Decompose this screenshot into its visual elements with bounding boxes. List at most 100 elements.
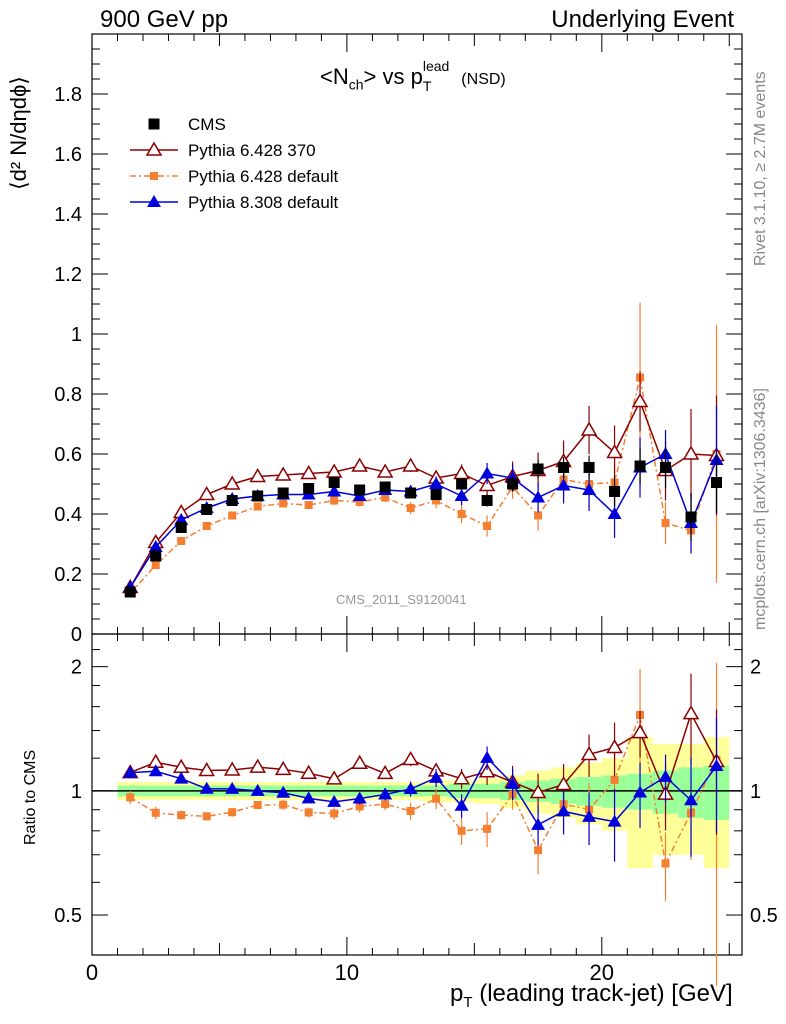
data-point <box>249 468 266 483</box>
legend-label: Pythia 8.308 default <box>188 193 339 212</box>
plot-title-mid: > vs p <box>363 64 423 89</box>
ratio-band-outer <box>295 782 322 801</box>
data-point <box>685 511 697 523</box>
data-point <box>330 496 339 505</box>
data-point <box>583 462 595 473</box>
data-point <box>636 373 645 382</box>
data-point <box>478 477 496 492</box>
ratio-point <box>658 769 673 782</box>
ratio-band-inner <box>652 770 679 814</box>
data-point <box>481 495 493 506</box>
ratio-band-outer <box>142 782 169 801</box>
ratio-point <box>228 808 237 817</box>
ratio-band-outer <box>321 782 347 801</box>
y-tick-label: 1 <box>71 324 82 346</box>
legend-marker <box>150 172 158 180</box>
data-point <box>606 444 623 459</box>
data-point <box>325 463 343 478</box>
ratio-band-outer <box>270 782 296 801</box>
data-point <box>304 501 313 509</box>
ratio-band-outer <box>423 780 449 802</box>
ratio-point <box>325 770 343 785</box>
data-point <box>123 580 138 593</box>
ratio-point <box>483 824 492 833</box>
data-point <box>658 447 673 459</box>
ratio-point <box>250 783 265 796</box>
data-point <box>121 579 139 594</box>
data-point <box>276 487 291 500</box>
ratio-point <box>279 800 288 809</box>
ratio-band-inner <box>550 778 577 804</box>
ratio-point <box>684 793 699 806</box>
y-tick-label: 1.2 <box>54 264 82 286</box>
ratio-point <box>225 781 240 794</box>
data-point <box>457 510 466 518</box>
ratio-point <box>427 762 445 777</box>
ratio-band-inner <box>423 785 449 797</box>
data-point <box>610 478 619 487</box>
data-point <box>274 466 292 481</box>
ratio-point <box>121 764 139 779</box>
ratio-point <box>606 739 623 754</box>
ratio-band-inner <box>525 780 551 802</box>
y-axis-label-ratio: Ratio to CMS <box>22 749 39 845</box>
data-point <box>507 478 519 490</box>
y-axis-label-main: ⟨d² N/dηdϕ⟩ <box>6 76 31 190</box>
data-point <box>609 486 621 497</box>
ratio-point <box>529 783 547 799</box>
y-tick-label: 0.8 <box>54 384 82 406</box>
ratio-point <box>682 705 700 720</box>
ratio-point <box>403 781 418 794</box>
ratio-frame <box>91 633 743 956</box>
x-axis-label-sub: T <box>463 993 473 1011</box>
ratio-band-inner <box>346 785 373 797</box>
data-point <box>355 498 364 506</box>
data-point <box>657 462 674 477</box>
data-point <box>223 475 241 490</box>
plot-title-sub1: ch <box>348 76 364 93</box>
series-line-main <box>129 452 718 588</box>
ratio-point <box>504 773 521 788</box>
data-point <box>279 499 288 508</box>
ratio-point <box>301 791 316 804</box>
data-point <box>352 489 367 501</box>
ratio-band-inner <box>601 775 628 808</box>
ratio-point <box>327 794 342 807</box>
ratio-band-outer <box>525 770 551 814</box>
ratio-point <box>531 817 546 830</box>
ratio-point <box>633 785 648 798</box>
ratio-band-outer <box>117 782 143 801</box>
data-point <box>508 483 517 491</box>
plot-title-tail: (NSD) <box>456 71 506 88</box>
ratio-point <box>580 745 598 761</box>
ratio-point <box>631 724 649 739</box>
data-point <box>634 460 646 472</box>
ratio-band-outer <box>397 782 424 801</box>
data-point <box>202 522 211 530</box>
ratio-point <box>355 802 364 811</box>
ratio-point <box>223 761 241 776</box>
plot-title: <Nch> vs p lead T (NSD) <box>320 58 506 94</box>
ratio-y-tick-label: 1 <box>71 781 82 803</box>
legend-marker <box>147 195 161 207</box>
ratio-point <box>351 754 368 769</box>
ratio-point <box>607 814 622 827</box>
data-point <box>534 511 543 520</box>
ratio-point <box>376 764 394 780</box>
legend-label: Pythia 6.428 370 <box>188 141 316 160</box>
ratio-point <box>276 785 291 798</box>
plot-title-sup: lead <box>422 58 450 74</box>
data-point <box>226 495 238 506</box>
data-point <box>253 502 262 511</box>
ratio-point <box>378 787 393 800</box>
ratio-band-inner <box>499 782 526 801</box>
series-line-ratio <box>129 711 718 797</box>
ratio-band-outer <box>627 737 653 869</box>
data-point <box>687 526 696 535</box>
ratio-band-inner <box>703 765 730 820</box>
legend-marker <box>145 141 163 156</box>
ratio-band-inner <box>244 785 271 797</box>
ratio-point <box>559 800 568 809</box>
data-point <box>711 477 723 488</box>
ratio-point <box>480 750 495 763</box>
